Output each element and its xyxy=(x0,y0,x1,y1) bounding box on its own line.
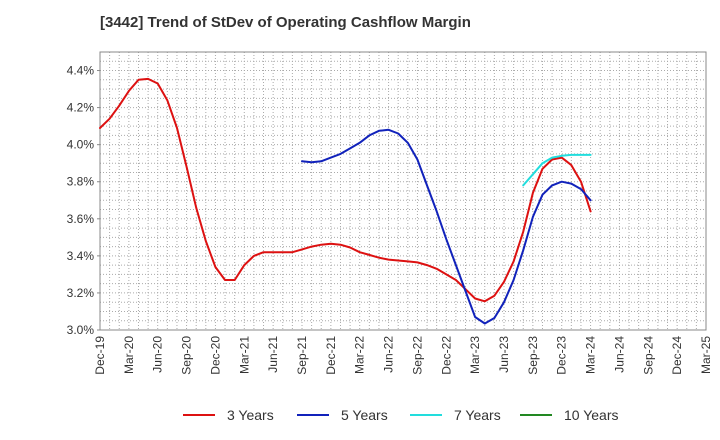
x-tick-label: Sep-23 xyxy=(526,336,540,375)
legend-item-10-years: 10 Years xyxy=(520,404,619,426)
x-tick-label: Jun-20 xyxy=(151,336,165,373)
x-tick-label: Mar-20 xyxy=(122,336,136,374)
chart-title: [3442] Trend of StDev of Operating Cashf… xyxy=(100,14,471,31)
y-tick-label: 4.0% xyxy=(67,138,95,152)
x-tick-label: Dec-24 xyxy=(670,336,684,375)
legend-swatch xyxy=(183,414,215,416)
y-tick-label: 3.2% xyxy=(67,286,95,300)
legend-item-7-years: 7 Years xyxy=(410,404,501,426)
legend-label: 3 Years xyxy=(227,407,274,423)
legend-swatch xyxy=(297,414,329,416)
x-tick-label: Jun-22 xyxy=(382,336,396,373)
x-tick-label: Mar-21 xyxy=(237,336,251,374)
x-tick-label: Jun-23 xyxy=(497,336,511,373)
x-tick-label: Dec-23 xyxy=(555,336,569,375)
legend-swatch xyxy=(410,414,442,416)
series-line-3-years xyxy=(99,77,592,303)
series-line-5-years xyxy=(301,128,592,325)
legend: 3 Years 5 Years 7 Years 10 Years xyxy=(0,404,720,426)
y-tick-label: 4.4% xyxy=(67,64,95,78)
x-tick-label: Jun-21 xyxy=(266,336,280,373)
x-tick-label: Jun-24 xyxy=(612,336,626,373)
x-tick-label: Dec-19 xyxy=(93,336,107,375)
y-tick-label: 4.2% xyxy=(67,101,95,115)
x-tick-label: Dec-22 xyxy=(439,336,453,375)
x-tick-label: Dec-21 xyxy=(324,336,338,375)
series-line-7-years xyxy=(522,153,592,187)
y-tick-label: 3.6% xyxy=(67,212,95,226)
y-tick-labels: 3.0% 3.2% 3.4% 3.6% 3.8% 4.0% 4.2% 4.4% xyxy=(67,64,95,337)
x-tick-label: Sep-22 xyxy=(410,336,424,375)
y-tick-label: 3.0% xyxy=(67,323,95,337)
x-tick-label: Sep-24 xyxy=(641,336,655,375)
legend-label: 5 Years xyxy=(341,407,388,423)
x-tick-label: Mar-25 xyxy=(699,336,713,374)
x-tick-label: Mar-22 xyxy=(353,336,367,374)
x-tick-label: Mar-24 xyxy=(584,336,598,374)
y-tick-label: 3.8% xyxy=(67,175,95,189)
legend-item-5-years: 5 Years xyxy=(297,404,388,426)
x-tick-label: Dec-20 xyxy=(208,336,222,375)
legend-item-3-years: 3 Years xyxy=(183,404,274,426)
x-tick-labels: Dec-19 Mar-20 Jun-20 Sep-20 Dec-20 Mar-21 Jun-… xyxy=(93,336,713,375)
legend-label: 7 Years xyxy=(454,407,501,423)
grid xyxy=(99,51,707,331)
y-tick-label: 3.4% xyxy=(67,249,95,263)
axes xyxy=(97,51,707,331)
x-tick-label: Sep-20 xyxy=(180,336,194,375)
x-tick-label: Sep-21 xyxy=(295,336,309,375)
legend-label: 10 Years xyxy=(564,407,619,423)
series-layer xyxy=(99,77,592,325)
legend-swatch xyxy=(520,414,552,416)
plot-area-border xyxy=(99,51,707,331)
x-tick-label: Mar-23 xyxy=(468,336,482,374)
